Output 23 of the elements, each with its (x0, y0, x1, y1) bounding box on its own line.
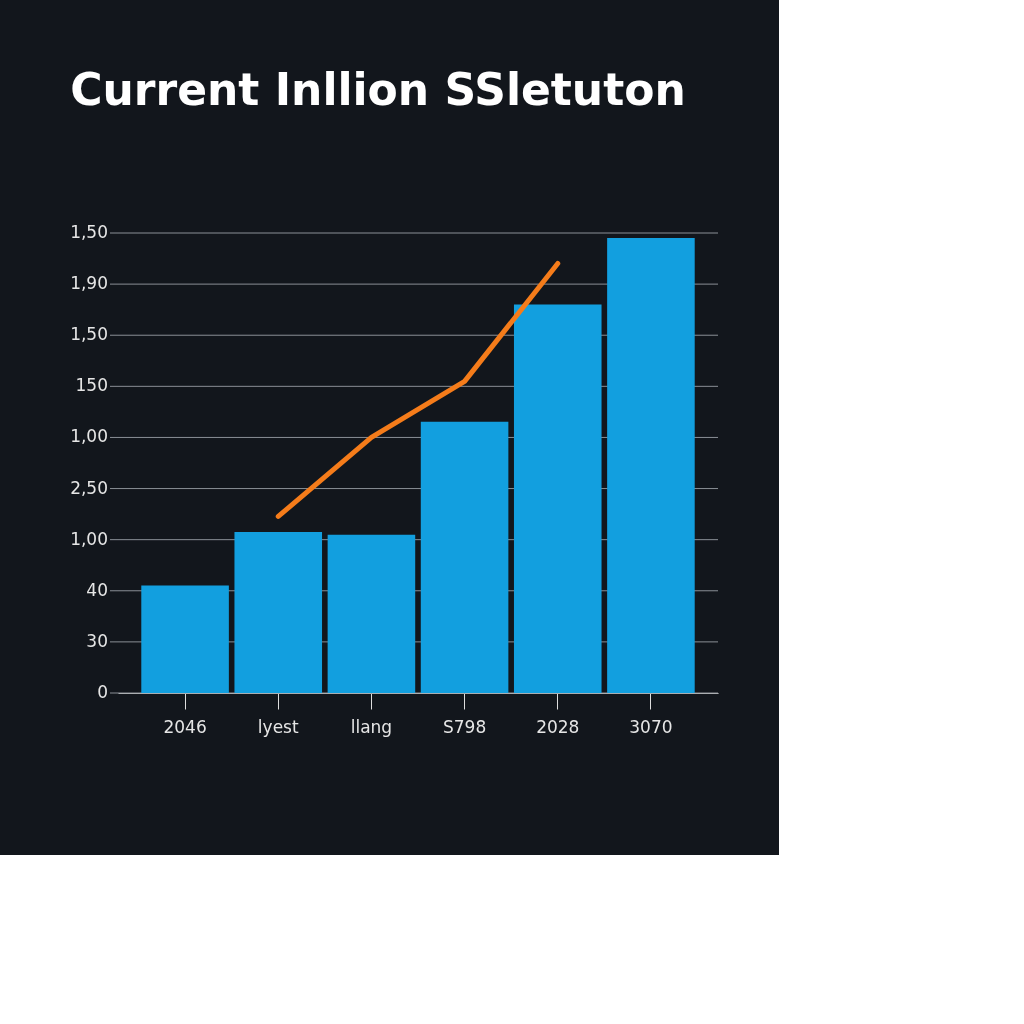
bar (420, 421, 509, 693)
text: 150 (75, 375, 108, 396)
text: 1,00 (70, 426, 108, 447)
text: 2,50 (70, 477, 108, 498)
chart-title: Current Inllion SSletuton (70, 64, 686, 115)
x-tick-label: 2046 (163, 716, 207, 737)
x-tick-label: S798 (442, 716, 487, 737)
text: 40 (86, 579, 108, 600)
bar (607, 238, 695, 693)
text: 1,50 (70, 222, 108, 242)
x-tick-label: 2028 (536, 716, 580, 737)
bar (234, 531, 323, 693)
text: 1,50 (70, 324, 108, 345)
x-tick-label: lyest (257, 716, 299, 737)
bar (513, 304, 602, 693)
bar (327, 534, 416, 693)
text: 1,00 (70, 528, 108, 549)
text: 1,90 (70, 273, 108, 294)
x-tick-label: 3070 (629, 716, 673, 737)
text: 30 (86, 630, 108, 651)
x-tick-label: llang (350, 716, 393, 737)
text: 0 (97, 682, 108, 702)
bar (141, 585, 229, 693)
